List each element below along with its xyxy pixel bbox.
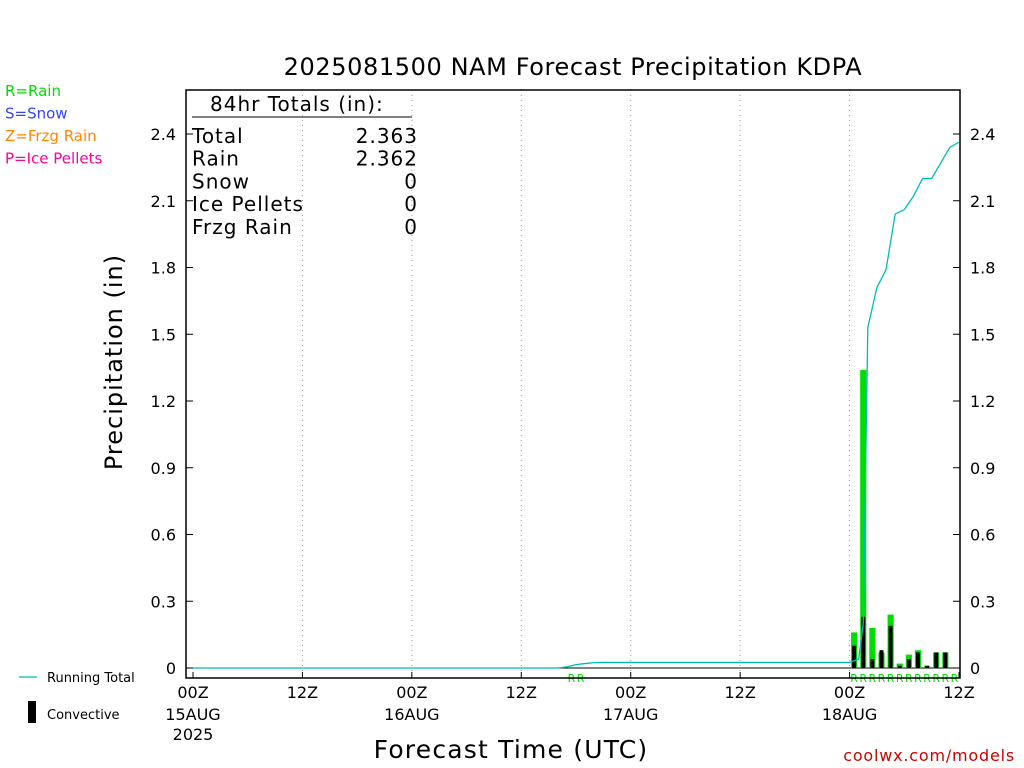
totals-value: 2.363 [356, 124, 418, 148]
ptype-legend-item: Z=Frzg Rain [5, 127, 97, 145]
rain-bar [869, 627, 876, 668]
rain-bar [568, 666, 575, 668]
y-tick-label-left: 1.8 [151, 259, 176, 278]
x-tick-label: 12Z [287, 683, 318, 702]
y-tick-label-left: 2.1 [151, 192, 176, 211]
y-tick-label-right: 2.4 [970, 125, 995, 144]
totals-label: Rain [192, 147, 240, 171]
legend-convective-swatch [28, 701, 36, 723]
legend-running-total-label: Running Total [47, 671, 135, 686]
x-tick-date: 15AUG [165, 705, 220, 724]
rain-bar [577, 666, 584, 668]
x-axis-label: Forecast Time (UTC) [374, 735, 649, 764]
y-tick-label-right: 0.9 [970, 459, 995, 478]
y-tick-label-left: 0.6 [151, 526, 176, 545]
totals-label: Snow [192, 169, 250, 193]
x-tick-date: 16AUG [384, 705, 439, 724]
totals-header: 84hr Totals (in): [210, 92, 384, 116]
chart-title: 2025081500 NAM Forecast Precipitation KD… [284, 53, 863, 81]
convective-bar [861, 616, 866, 668]
ptype-legend-item: P=Ice Pellets [5, 150, 102, 168]
convective-bar [870, 659, 875, 668]
x-tick-year: 2025 [173, 725, 214, 744]
y-tick-label-right: 1.2 [970, 392, 995, 411]
running-total-line [193, 141, 960, 669]
legend-convective-label: Convective [47, 708, 120, 723]
y-tick-label-right: 0.3 [970, 592, 995, 611]
credit-text: coolwx.com/models [843, 746, 1015, 765]
convective-bar [934, 652, 939, 668]
totals-value: 0 [404, 215, 418, 239]
convective-bar [888, 625, 893, 668]
ptype-legend-item: S=Snow [5, 105, 68, 123]
totals-label: Frzg Rain [192, 215, 293, 239]
convective-bar [897, 665, 902, 668]
convective-bar [852, 645, 857, 668]
y-tick-label-left: 0.3 [151, 592, 176, 611]
convective-bar [915, 652, 920, 668]
ptype-legend-item: R=Rain [5, 82, 61, 100]
plot-frame [185, 89, 961, 679]
x-tick-label: 12Z [506, 683, 537, 702]
x-tick-date: 17AUG [603, 705, 658, 724]
convective-bar [906, 659, 911, 668]
rain-bar [860, 369, 867, 668]
totals-value: 0 [404, 169, 418, 193]
convective-bar [943, 652, 948, 668]
x-tick-label: 00Z [177, 683, 208, 702]
y-tick-label-left: 0.9 [151, 459, 176, 478]
convective-bar [879, 650, 884, 668]
x-tick-label: 12Z [943, 683, 974, 702]
totals-label: Total [191, 124, 244, 148]
x-tick-label: 00Z [615, 683, 646, 702]
y-tick-label-left: 2.4 [151, 125, 176, 144]
x-tick-date: 18AUG [822, 705, 877, 724]
convective-bar [925, 665, 930, 668]
y-axis-label: Precipitation (in) [100, 254, 128, 470]
y-tick-label-left: 1.2 [151, 392, 176, 411]
totals-value: 0 [404, 192, 418, 216]
x-tick-label: 12Z [724, 683, 755, 702]
y-tick-label-right: 1.8 [970, 259, 995, 278]
y-tick-label-right: 1.5 [970, 325, 995, 344]
totals-value: 2.362 [356, 147, 418, 171]
y-tick-label-left: 0 [166, 659, 176, 678]
y-tick-label-right: 2.1 [970, 192, 995, 211]
x-tick-label: 00Z [396, 683, 427, 702]
totals-label: Ice Pellets [192, 192, 304, 216]
y-tick-label-right: 0 [970, 659, 980, 678]
x-tick-label: 00Z [834, 683, 865, 702]
y-tick-label-right: 0.6 [970, 526, 995, 545]
y-tick-label-left: 1.5 [151, 325, 176, 344]
